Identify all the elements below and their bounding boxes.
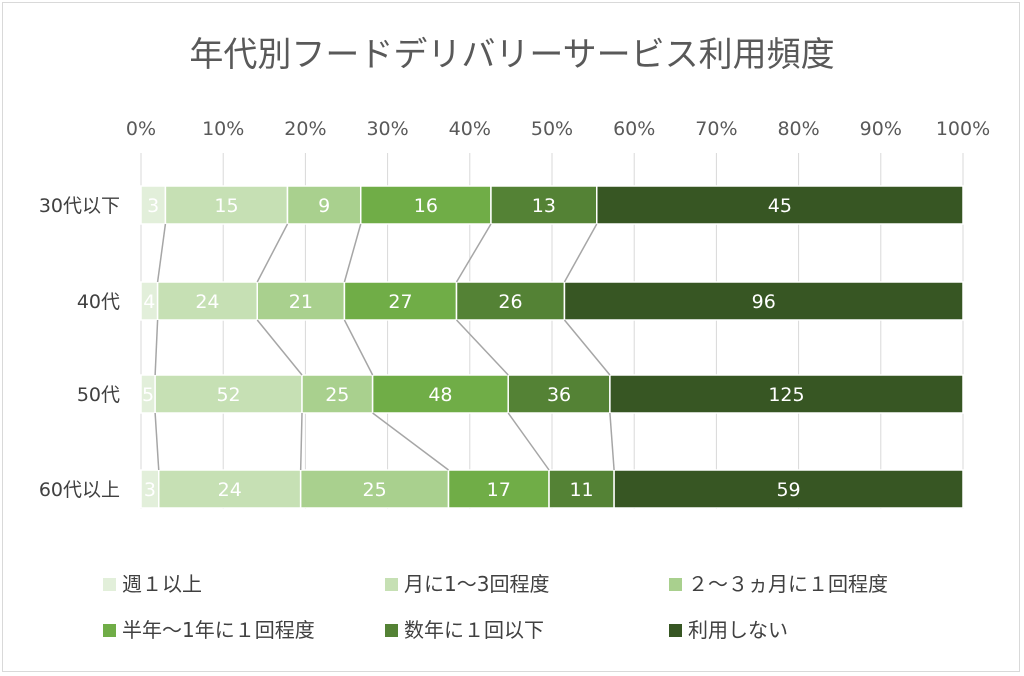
- bar-segment: [613, 469, 964, 509]
- data-label: 27: [388, 291, 412, 313]
- data-label: 9: [318, 195, 330, 217]
- data-label: 4: [143, 291, 155, 313]
- data-label: 21: [289, 291, 313, 313]
- data-label: 25: [325, 384, 349, 406]
- x-tick-label: 10%: [202, 118, 244, 140]
- data-label: 26: [498, 291, 522, 313]
- series-line: [256, 319, 303, 376]
- data-label: 3: [147, 195, 159, 217]
- data-label: 24: [218, 479, 242, 501]
- bar-segment: [140, 185, 167, 225]
- data-label: 17: [487, 479, 511, 501]
- legend-swatch: [103, 624, 116, 637]
- bar-segment: [359, 185, 492, 225]
- category-label: 30代以下: [39, 195, 120, 217]
- series-line: [343, 319, 374, 376]
- legend-label: ２〜３ヵ月に１回程度: [688, 572, 888, 596]
- bar-segment: [490, 185, 598, 225]
- data-label: 45: [768, 195, 792, 217]
- x-tick-label: 70%: [695, 118, 737, 140]
- x-tick-label: 80%: [777, 118, 819, 140]
- x-tick-label: 90%: [860, 118, 902, 140]
- data-labels: 3 15 9 16 13 45 4 24 21 27 26 96 5 52 25 48 36 125 3 24 25 17…: [142, 195, 805, 501]
- x-tick-label: 20%: [284, 118, 326, 140]
- series-line: [455, 319, 509, 376]
- chart-svg: 年代別フードデリバリーサービス利用頻度 0% 10% 20% 30% 40% 50% 60%…: [39, 35, 990, 642]
- bar-segment: [156, 281, 258, 321]
- series-line: [156, 223, 167, 283]
- x-tick-label: 0%: [126, 118, 156, 140]
- series-line: [563, 223, 598, 283]
- series-line: [507, 412, 550, 471]
- data-label: 48: [428, 384, 452, 406]
- bar-segment: [596, 185, 964, 225]
- data-label: 3: [144, 479, 156, 501]
- bar-segment: [256, 281, 346, 321]
- y-axis-categories: 30代以下 40代 50代 60代以上: [39, 195, 120, 501]
- bar-segment: [548, 469, 615, 509]
- legend-label: 半年〜1年に１回程度: [122, 618, 315, 642]
- x-tick-label: 60%: [613, 118, 655, 140]
- category-label: 50代: [77, 384, 120, 406]
- bar-segment: [507, 374, 611, 414]
- legend-swatch: [385, 578, 398, 591]
- legend-swatch: [385, 624, 398, 637]
- legend-swatch: [669, 578, 682, 591]
- chart-title: 年代別フードデリバリーサービス利用頻度: [189, 35, 834, 75]
- x-tick-label: 100%: [936, 118, 990, 140]
- series-line: [299, 412, 303, 471]
- x-tick-label: 50%: [531, 118, 573, 140]
- bar-segment: [157, 469, 302, 509]
- bar-segment: [164, 185, 289, 225]
- legend-label: 利用しない: [688, 618, 788, 642]
- bar-segment: [455, 281, 566, 321]
- bar-segment: [447, 469, 550, 509]
- bars: [140, 185, 964, 509]
- x-axis-ticks: 0% 10% 20% 30% 40% 50% 60% 70% 80% 90% 100%: [126, 118, 990, 140]
- data-label: 15: [214, 195, 238, 217]
- bar-segment: [299, 469, 450, 509]
- data-label: 25: [362, 479, 386, 501]
- x-tick-label: 40%: [449, 118, 491, 140]
- series-line: [343, 223, 362, 283]
- data-label: 36: [547, 384, 571, 406]
- category-label: 60代以上: [39, 479, 120, 501]
- legend-label: 数年に１回以下: [404, 618, 544, 642]
- data-label: 13: [532, 195, 556, 217]
- bar-segment: [563, 281, 964, 321]
- series-line: [609, 412, 615, 471]
- data-label: 11: [569, 479, 593, 501]
- data-label: 16: [414, 195, 438, 217]
- series-line: [563, 319, 611, 376]
- series-line: [372, 412, 449, 471]
- series-line: [154, 319, 159, 376]
- bar-segment: [609, 374, 964, 414]
- series-line: [154, 412, 160, 471]
- series-line: [455, 223, 492, 283]
- data-label: 24: [195, 291, 219, 313]
- data-label: 5: [142, 384, 154, 406]
- series-lines: [154, 223, 615, 471]
- data-label: 52: [216, 384, 240, 406]
- legend-swatch: [669, 624, 682, 637]
- series-line: [256, 223, 289, 283]
- data-label: 59: [776, 479, 800, 501]
- legend-label: 月に1〜3回程度: [404, 572, 549, 596]
- category-label: 40代: [77, 291, 120, 313]
- legend-swatch: [103, 578, 116, 591]
- data-label: 125: [768, 384, 804, 406]
- legend-label: 週１以上: [122, 572, 202, 596]
- x-tick-label: 30%: [366, 118, 408, 140]
- data-label: 96: [752, 291, 776, 313]
